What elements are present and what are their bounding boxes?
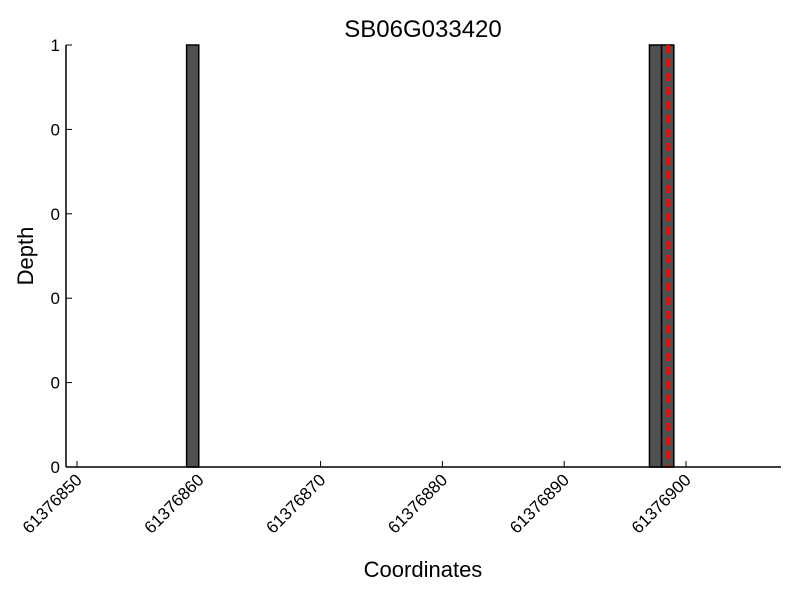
y-tick-label-0: 0 <box>51 458 60 477</box>
x-tick-label-4: 61376890 <box>506 470 573 537</box>
y-tick-label-2: 0 <box>51 289 60 308</box>
y-tick-label-4: 0 <box>51 120 60 139</box>
x-tick-label-1: 61376860 <box>141 470 208 537</box>
x-tick-label-0: 61376850 <box>19 470 86 537</box>
bar-1 <box>648 44 663 468</box>
y-tick-label-1: 0 <box>51 374 60 393</box>
x-tick-label-5: 61376900 <box>628 470 695 537</box>
x-tick-label-3: 61376880 <box>384 470 451 537</box>
y-tick-label-5: 1 <box>51 36 60 55</box>
y-axis-label: Depth <box>13 227 38 286</box>
chart-title: SB06G033420 <box>344 16 501 43</box>
bar-0 <box>185 44 200 468</box>
x-axis-label: Coordinates <box>364 557 483 582</box>
x-tick-label-2: 61376870 <box>262 470 329 537</box>
y-tick-label-3: 0 <box>51 205 60 224</box>
